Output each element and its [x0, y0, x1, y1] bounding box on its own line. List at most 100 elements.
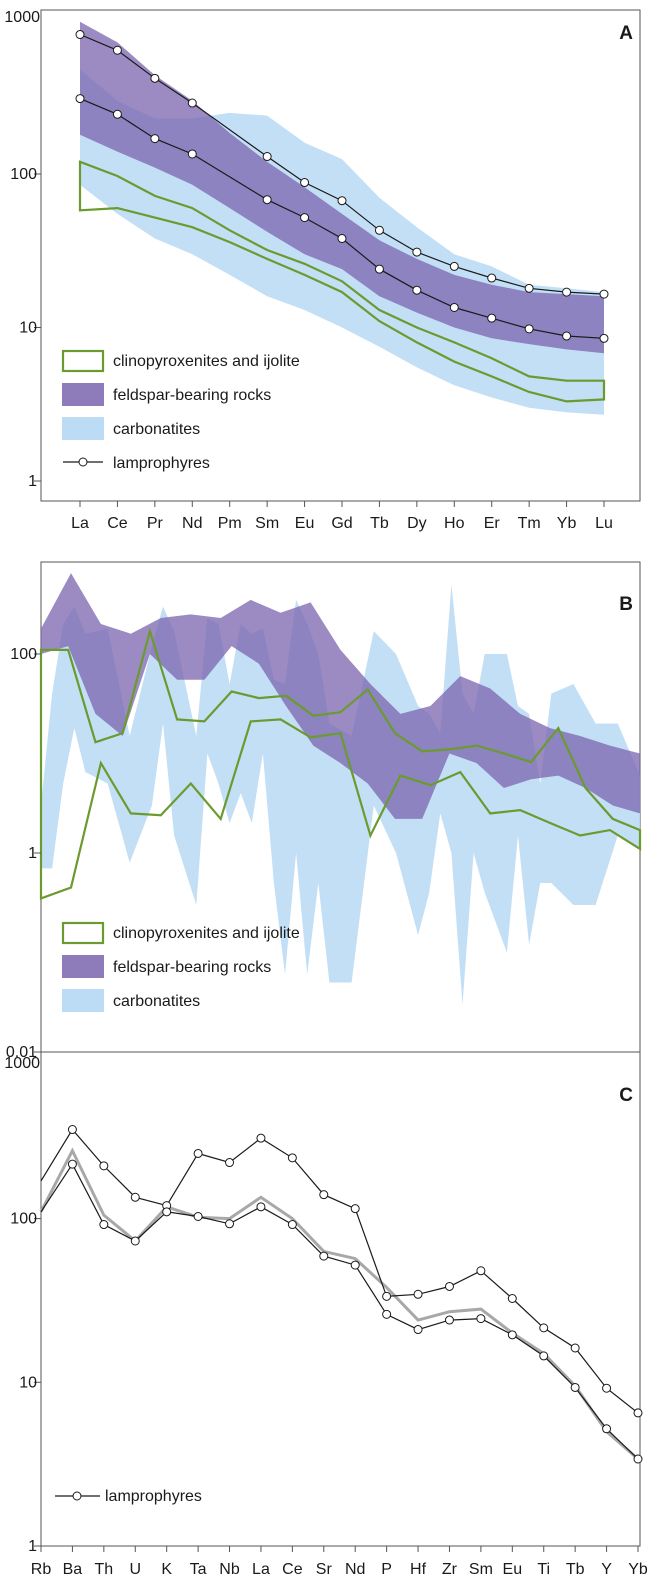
x-tick-label: Yb — [557, 515, 577, 532]
x-tick-label: Gd — [331, 515, 352, 532]
lamprophyre-point — [112, 45, 122, 55]
lamprophyre-point — [382, 1309, 392, 1319]
lamprophyre-point — [413, 1289, 423, 1299]
lamprophyre-point — [539, 1323, 549, 1333]
legend-swatch-carbonatite — [62, 417, 104, 440]
lamprophyre-line — [40, 1128, 639, 1414]
lamprophyre-point — [562, 331, 572, 341]
x-tick-label: La — [71, 515, 89, 532]
lamprophyre-point — [287, 1153, 297, 1163]
feldspar-field — [41, 573, 640, 819]
y-tick-label: 1 — [28, 1538, 37, 1555]
x-tick-label: Ti — [537, 1561, 550, 1578]
x-tick-label: Tb — [566, 1561, 585, 1578]
y-tick-label: 1000 — [4, 9, 40, 26]
lamprophyre-point — [193, 1211, 203, 1221]
lamprophyre-point — [413, 1325, 423, 1335]
x-tick-label: Nd — [182, 515, 202, 532]
x-tick-label: Tb — [370, 515, 389, 532]
lamprophyre-point — [507, 1330, 517, 1340]
lamprophyre-point — [412, 247, 422, 257]
lamprophyre-point — [130, 1236, 140, 1246]
x-tick-label: Sm — [469, 1561, 493, 1578]
legend-label: feldspar-bearing rocks — [113, 387, 271, 404]
lamprophyre-point — [162, 1207, 172, 1217]
lamprophyre-point — [444, 1281, 454, 1291]
x-tick-label: Yb — [628, 1561, 647, 1578]
x-tick-label: Eu — [503, 1561, 523, 1578]
lamprophyre-point — [67, 1159, 77, 1169]
panel-label: B — [619, 594, 633, 615]
legend-swatch-carbonatite — [62, 989, 104, 1012]
lamprophyre-point — [337, 234, 347, 244]
y-tick-label: 100 — [10, 646, 37, 663]
x-tick-label: U — [129, 1561, 141, 1578]
legend-label: carbonatites — [113, 421, 200, 438]
lamprophyre-point — [507, 1294, 517, 1304]
lamprophyre-point — [187, 98, 197, 108]
y-tick-label: 100 — [10, 166, 37, 183]
lamprophyre-point — [524, 324, 534, 334]
y-tick-label: 1 — [28, 845, 37, 862]
x-tick-label: Ce — [107, 515, 128, 532]
panel-c-frame — [40, 1051, 641, 1547]
panel-label: A — [619, 23, 633, 44]
x-tick-label: Ce — [282, 1561, 303, 1578]
legend-marker-lamp — [78, 457, 88, 467]
lamprophyre-point — [130, 1192, 140, 1202]
legend-swatch-clino — [61, 921, 105, 945]
lamprophyre-point — [300, 213, 310, 223]
lamprophyre-point — [225, 1158, 235, 1168]
x-tick-label: Ho — [444, 515, 465, 532]
lamprophyre-point — [319, 1251, 329, 1261]
legend-label: clinopyroxenites and ijolite — [113, 925, 300, 942]
lamprophyre-point — [382, 1291, 392, 1301]
x-tick-label: Eu — [295, 515, 315, 532]
x-tick-label: Nb — [219, 1561, 240, 1578]
x-tick-label: Sr — [316, 1561, 333, 1578]
x-tick-label: Y — [601, 1561, 612, 1578]
x-tick-label: Tm — [518, 515, 541, 532]
x-tick-label: La — [252, 1561, 270, 1578]
lamprophyre-point — [602, 1424, 612, 1434]
x-tick-label: Hf — [410, 1561, 427, 1578]
lamprophyre-point — [262, 195, 272, 205]
lamprophyre-point — [570, 1343, 580, 1353]
legend-label: lamprophyres — [105, 1488, 202, 1505]
panel-label: C — [619, 1085, 633, 1106]
x-tick-label: Er — [484, 515, 501, 532]
lamprophyre-point — [75, 94, 85, 104]
x-tick-label: Nd — [345, 1561, 365, 1578]
lamprophyre-point — [633, 1454, 643, 1464]
lamprophyre-point — [350, 1260, 360, 1270]
lamprophyre-point — [75, 30, 85, 40]
lamprophyre-point — [412, 285, 422, 295]
legend-marker-lamp — [72, 1491, 82, 1501]
lamprophyre-point — [487, 313, 497, 323]
panel-c — [34, 1051, 643, 1552]
lamprophyre-line — [40, 1163, 639, 1460]
y-tick-label: 10 — [19, 320, 37, 337]
y-tick-label: 0.01 — [6, 1044, 37, 1061]
x-tick-label: Th — [95, 1561, 114, 1578]
legend-label: lamprophyres — [113, 455, 210, 472]
lamprophyre-line — [79, 33, 605, 295]
legend-swatch-feldspar — [62, 955, 104, 978]
x-tick-label: Pr — [147, 515, 164, 532]
lamprophyre-point — [449, 302, 459, 312]
y-tick-label: 1000 — [4, 1055, 40, 1072]
legend-swatch-clino — [61, 349, 105, 373]
lamprophyre-point — [193, 1148, 203, 1158]
y-tick-label: 1 — [28, 473, 37, 490]
clinopyroxenite-field — [78, 160, 606, 403]
lamprophyre-point — [225, 1219, 235, 1229]
lamprophyre-point — [602, 1383, 612, 1393]
lamprophyre-point — [599, 289, 609, 299]
x-tick-label: Ba — [63, 1561, 83, 1578]
lamprophyre-point — [187, 149, 197, 159]
lamprophyre-point — [562, 287, 572, 297]
x-tick-label: Pm — [218, 515, 242, 532]
lamprophyre-point — [633, 1408, 643, 1418]
lamprophyre-point — [524, 283, 534, 293]
lamprophyre-point — [444, 1315, 454, 1325]
